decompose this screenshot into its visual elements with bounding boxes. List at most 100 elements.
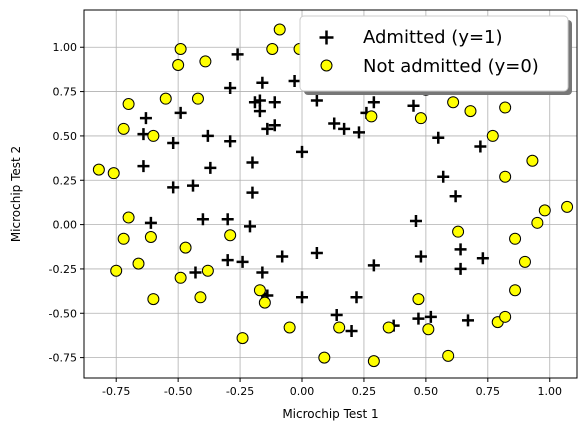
admitted-point (256, 76, 269, 89)
x-tick-label: 0.00 (290, 385, 315, 398)
admitted-point (187, 179, 200, 192)
admitted-point (461, 314, 474, 327)
not-admitted-point (159, 92, 172, 105)
admitted-point (231, 48, 244, 61)
x-tick-label: 1.00 (537, 385, 562, 398)
admitted-point (350, 291, 363, 304)
not-admitted-point (273, 23, 286, 36)
admitted-point (224, 135, 237, 148)
x-tick-label: -0.50 (164, 385, 192, 398)
not-admitted-point (201, 264, 214, 277)
not-admitted-point (538, 204, 551, 217)
admitted-point (204, 161, 217, 174)
not-admitted-point (117, 122, 130, 135)
admitted-point (330, 309, 343, 322)
not-admitted-point (499, 101, 512, 114)
not-admitted-point (172, 58, 185, 71)
admitted-point (201, 129, 214, 142)
not-admitted-point (464, 105, 477, 118)
admitted-point (167, 137, 180, 150)
x-tick-label: 0.25 (352, 385, 377, 398)
admitted-point (261, 122, 274, 135)
not-admitted-point (122, 211, 135, 224)
admitted-point (246, 186, 259, 199)
legend-label-not-admitted: Not admitted (y=0) (363, 56, 539, 77)
admitted-point (414, 250, 427, 263)
not-admitted-point (144, 231, 157, 244)
admitted-point (224, 82, 237, 95)
admitted-point (345, 325, 358, 338)
not-admitted-point (194, 291, 207, 304)
admitted-point (137, 128, 150, 141)
not-admitted-point (92, 163, 105, 176)
not-admitted-point (117, 232, 130, 245)
not-admitted-point (509, 232, 522, 245)
x-tick-label: -0.25 (226, 385, 254, 398)
not-admitted-point (412, 293, 425, 306)
not-admitted-point (561, 200, 574, 213)
not-admitted-point (191, 92, 204, 105)
not-admitted-point (442, 349, 455, 362)
not-admitted-point (266, 43, 279, 56)
admitted-point (221, 254, 234, 267)
admitted-point (288, 74, 301, 87)
not-admitted-point (422, 323, 435, 336)
admitted-point (256, 266, 269, 279)
not-admitted-point (486, 129, 499, 142)
admitted-point (409, 215, 422, 228)
not-admitted-point (367, 355, 380, 368)
not-admitted-point (110, 264, 123, 277)
admitted-point (253, 105, 266, 118)
admitted-point (352, 126, 365, 139)
not-admitted-point (365, 110, 378, 123)
not-admitted-point (382, 321, 395, 334)
not-admitted-point (258, 296, 271, 309)
admitted-point (196, 213, 209, 226)
not-admitted-point (174, 271, 187, 284)
admitted-point (189, 266, 202, 279)
legend-box (299, 15, 569, 92)
not-admitted-point (122, 97, 135, 110)
not-admitted-point (107, 167, 120, 180)
admitted-point (248, 96, 261, 109)
admitted-point (328, 117, 341, 130)
admitted-point (454, 262, 467, 275)
not-admitted-point (199, 55, 212, 68)
admitted-point (243, 220, 256, 233)
admitted-point (137, 160, 150, 173)
admitted-point (449, 190, 462, 203)
admitted-point (276, 250, 289, 263)
legend-plus-marker (319, 30, 334, 45)
y-tick-label: 1.00 (53, 41, 78, 54)
data-points (92, 23, 574, 368)
admitted-point (310, 246, 323, 259)
x-tick-label: 0.75 (476, 385, 501, 398)
legend: Admitted (y=1) Not admitted (y=0) (299, 15, 572, 95)
admitted-point (454, 243, 467, 256)
admitted-point (246, 156, 259, 169)
legend-label-admitted: Admitted (y=1) (363, 27, 503, 48)
axis-ticks: -0.75 -0.50 -0.25 0.00 0.25 0.50 0.75 1.00 1.00 0… (49, 41, 562, 398)
not-admitted-point (283, 321, 296, 334)
y-tick-label: 0.00 (53, 219, 78, 232)
not-admitted-point (224, 229, 237, 242)
y-tick-label: -0.50 (49, 307, 77, 320)
plot-frame (83, 9, 578, 379)
y-tick-label: 0.75 (53, 86, 78, 99)
not-admitted-point (531, 216, 544, 229)
admitted-point (310, 94, 323, 107)
not-admitted-point (147, 293, 160, 306)
admitted-point (174, 106, 187, 119)
admitted-point (424, 310, 437, 323)
not-admitted-point (452, 225, 465, 238)
y-tick-label: 0.25 (53, 174, 78, 187)
not-admitted-point (518, 255, 531, 268)
admitted-point (268, 96, 281, 109)
admitted-point (221, 213, 234, 226)
y-tick-label: 0.50 (53, 130, 78, 143)
not-admitted-point (526, 154, 539, 167)
not-admitted-point (499, 310, 512, 323)
not-admitted-point (132, 257, 145, 270)
not-admitted-point (253, 284, 266, 297)
